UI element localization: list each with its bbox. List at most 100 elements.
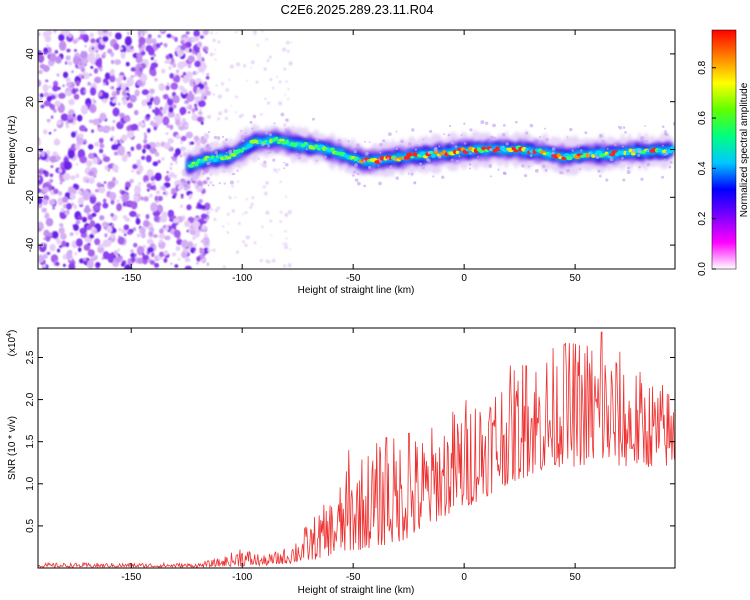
ridge-speck [297, 155, 302, 160]
noise-speck [73, 204, 78, 210]
ridge-speck [460, 134, 463, 137]
noise-speck [243, 64, 247, 68]
noise-speck [207, 248, 211, 252]
noise-speck [131, 256, 136, 263]
ridge-speck [208, 146, 212, 150]
noise-speck [202, 72, 205, 75]
noise-speck [84, 45, 87, 48]
ridge-speck [212, 184, 215, 187]
noise-speck [44, 212, 50, 220]
ridge-speck [661, 144, 664, 147]
noise-speck [101, 257, 105, 260]
x-tick-label: -150 [121, 273, 141, 284]
noise-speck [75, 220, 81, 225]
noise-speck [201, 30, 205, 33]
noise-speck [42, 198, 49, 206]
noise-speck [175, 134, 181, 140]
noise-speck [51, 186, 55, 190]
noise-speck [144, 135, 148, 139]
ridge-speck [578, 144, 581, 147]
ridge-peak [565, 155, 573, 161]
ridge-speck [378, 181, 382, 186]
noise-speck [99, 67, 103, 72]
noise-speck [80, 66, 86, 73]
ridge-speck [249, 120, 253, 124]
ridge-speck [577, 146, 580, 148]
ridge-speck [257, 158, 260, 160]
noise-speck [269, 219, 273, 223]
noise-speck [140, 246, 145, 253]
noise-speck [72, 56, 80, 65]
ridge-peak [278, 138, 286, 142]
noise-speck [160, 42, 163, 45]
noise-speck [180, 74, 185, 78]
noise-speck [216, 117, 221, 121]
noise-speck [271, 86, 275, 90]
noise-speck [173, 229, 181, 239]
noise-speck [54, 100, 61, 107]
noise-speck [138, 43, 143, 48]
noise-speck [117, 145, 126, 156]
noise-speck [70, 175, 76, 180]
noise-speck [150, 181, 156, 186]
noise-speck [190, 36, 198, 42]
noise-speck [75, 231, 79, 236]
ridge-speck [393, 157, 397, 161]
noise-speck [200, 121, 204, 125]
noise-speck [108, 180, 116, 188]
ridge-speck [639, 137, 642, 140]
noise-speck [196, 90, 200, 94]
y-tick-label: 2.0 [25, 392, 36, 406]
colorbar-ticks: 0.0 0.2 0.4 0.6 0.8 [697, 60, 716, 276]
noise-speck [75, 238, 83, 247]
noise-speck [200, 205, 206, 210]
ridge-speck [502, 148, 505, 151]
noise-speck [221, 82, 224, 86]
ridge-speck [502, 171, 507, 175]
noise-speck [92, 118, 100, 126]
noise-speck [153, 126, 157, 131]
ridge-speck [410, 172, 414, 176]
noise-speck [287, 87, 290, 90]
noise-speck [154, 262, 160, 268]
noise-speck [277, 168, 281, 171]
noise-speck [187, 241, 193, 248]
ridge-speck [569, 127, 573, 132]
noise-speck [265, 38, 268, 41]
noise-speck [102, 239, 109, 248]
ridge-speck [624, 131, 627, 134]
ridge-peak [499, 145, 506, 151]
noise-speck [154, 77, 158, 82]
ridge-speck [490, 135, 494, 140]
noise-speck [155, 43, 161, 49]
noise-speck [126, 102, 133, 109]
ridge-speck [354, 178, 359, 182]
ridge-peak [453, 149, 457, 155]
ridge-speck [399, 144, 401, 147]
ridge-speck [595, 155, 599, 159]
noise-speck [56, 73, 60, 77]
ridge-speck [463, 142, 467, 145]
ridge-speck [485, 121, 489, 125]
noise-speck [87, 81, 91, 86]
noise-speck [149, 142, 153, 146]
noise-speck [150, 69, 157, 77]
noise-speck [221, 84, 224, 86]
ridge-speck [521, 164, 525, 168]
noise-speck [81, 216, 88, 223]
noise-speck [197, 111, 203, 116]
ridge-speck [621, 156, 624, 160]
ridge-speck [597, 169, 601, 173]
noise-speck [193, 183, 198, 187]
noise-speck [75, 173, 80, 178]
noise-speck [217, 40, 221, 44]
noise-speck [153, 234, 158, 238]
noise-speck [150, 120, 155, 126]
noise-speck [45, 235, 51, 242]
noise-speck [170, 262, 173, 265]
ridge-speck [407, 172, 410, 175]
x-tick-label: 50 [570, 273, 582, 284]
noise-speck [169, 166, 173, 171]
ridge-speck [421, 165, 426, 170]
noise-speck [62, 173, 71, 181]
